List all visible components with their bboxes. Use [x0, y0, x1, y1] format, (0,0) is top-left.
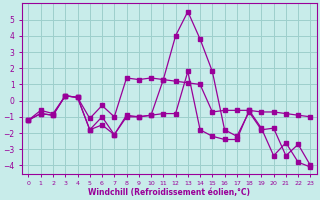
X-axis label: Windchill (Refroidissement éolien,°C): Windchill (Refroidissement éolien,°C): [88, 188, 251, 197]
